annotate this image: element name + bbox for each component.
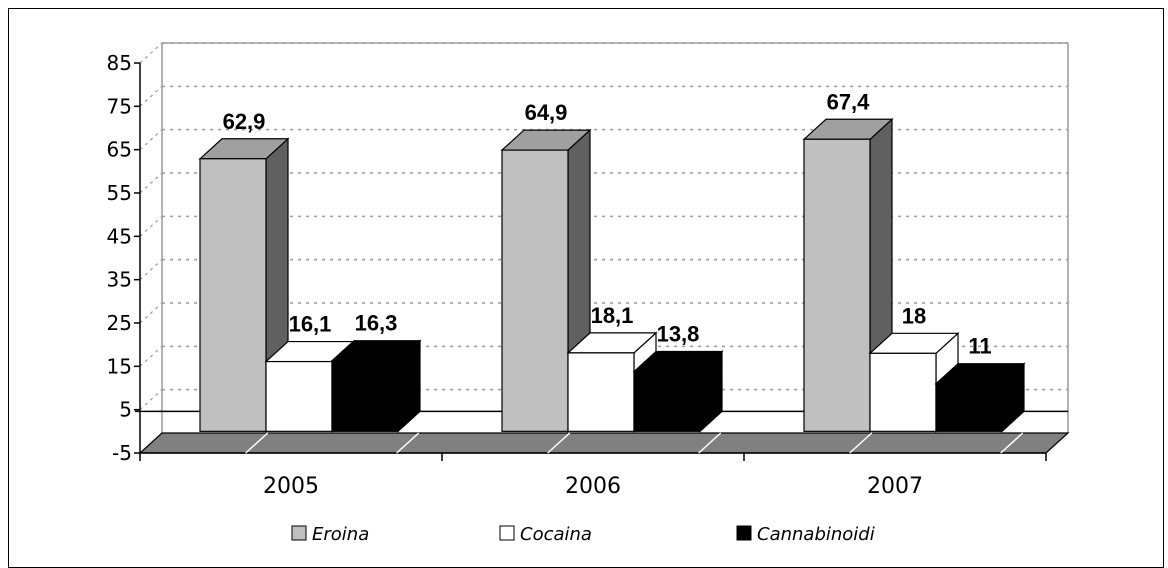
y-tick-label: 25	[107, 311, 132, 335]
bar-eroina-2006	[501, 149, 569, 432]
y-tick-label: 85	[107, 51, 132, 75]
legend-label-cocaina: Cocaina	[520, 524, 592, 545]
legend-swatch-cocaina	[499, 525, 515, 541]
gridline-side	[139, 389, 163, 411]
data-label: 13,8	[657, 322, 700, 347]
bar-cocaina-2006	[567, 352, 635, 432]
y-tick-label: -5	[112, 441, 132, 465]
bar-cocaina-2007	[869, 352, 937, 432]
x-tick-label: 2006	[565, 474, 621, 499]
bar-cannabinoidi-2005	[331, 360, 399, 432]
x-tick-label: 2007	[867, 474, 923, 499]
y-tick-label: 35	[107, 268, 132, 292]
data-label: 11	[968, 334, 991, 359]
y-tick-label: 75	[107, 94, 132, 118]
chart-floor	[138, 432, 1070, 454]
gridline-side	[139, 302, 163, 324]
y-tick-label: 45	[107, 224, 132, 248]
gridline-side	[139, 259, 163, 281]
gridline-side	[139, 215, 163, 237]
bar-cannabinoidi-2006	[633, 370, 701, 432]
data-label: 16,1	[289, 312, 332, 337]
floor-mark	[1000, 432, 1024, 454]
y-tick-label: 55	[107, 181, 132, 205]
y-tick-label: 15	[107, 354, 132, 378]
bar-eroina-2005	[199, 158, 267, 432]
floor-mark	[245, 432, 269, 454]
y-tick-label: 65	[107, 138, 132, 162]
bar-cannabinoidi-2007	[935, 383, 1003, 432]
data-label: 64,9	[525, 100, 568, 125]
bar-cocaina-2005	[265, 360, 333, 432]
data-label: 16,3	[355, 311, 398, 336]
y-tick-label: 5	[119, 398, 132, 422]
gridline-side	[139, 129, 163, 151]
gridline-side	[139, 345, 163, 367]
gridline-side	[139, 85, 163, 107]
data-label: 62,9	[223, 109, 266, 134]
legend-swatch-cannabinoidi	[736, 525, 752, 541]
legend-label-cannabinoidi: Cannabinoidi	[757, 524, 875, 545]
bar-eroina-2007	[803, 138, 871, 432]
floor-mark	[396, 432, 420, 454]
floor-mark	[849, 432, 873, 454]
floor-mark	[547, 432, 571, 454]
floor-mark	[698, 432, 722, 454]
data-label: 18	[902, 303, 926, 328]
legend-swatch-eroina	[291, 525, 307, 541]
data-label: 67,4	[827, 89, 871, 114]
legend-label-eroina: Eroina	[312, 524, 369, 545]
gridline-side	[139, 42, 163, 64]
gridline-side	[139, 172, 163, 194]
x-tick-label: 2005	[263, 474, 319, 499]
data-label: 18,1	[591, 303, 634, 328]
